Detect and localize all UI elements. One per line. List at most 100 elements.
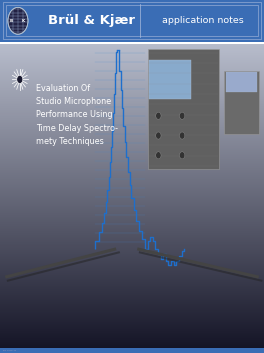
Bar bbox=[0, 210, 264, 211]
Bar bbox=[0, 335, 264, 337]
Bar bbox=[0, 291, 264, 292]
Bar bbox=[0, 95, 264, 96]
Bar bbox=[0, 170, 264, 171]
Bar bbox=[0, 334, 264, 335]
Bar bbox=[0, 312, 264, 313]
Bar bbox=[0, 346, 264, 347]
Bar bbox=[0, 72, 264, 73]
Bar bbox=[224, 71, 259, 134]
Bar bbox=[0, 196, 264, 198]
Bar bbox=[0, 293, 264, 294]
Bar bbox=[0, 238, 264, 239]
Bar bbox=[0, 146, 264, 148]
Bar bbox=[0, 208, 264, 209]
Bar bbox=[0, 175, 264, 176]
Bar bbox=[0, 318, 264, 319]
Bar bbox=[0, 296, 264, 297]
Bar bbox=[0, 122, 264, 124]
Bar bbox=[0, 267, 264, 268]
Bar bbox=[0, 71, 264, 72]
Bar bbox=[0, 188, 264, 190]
Bar bbox=[0, 86, 264, 87]
Bar bbox=[0, 163, 264, 164]
Bar bbox=[0, 145, 264, 146]
Bar bbox=[0, 164, 264, 165]
Bar bbox=[0, 317, 264, 319]
Bar bbox=[0, 337, 264, 339]
Bar bbox=[0, 65, 264, 67]
Bar bbox=[0, 214, 264, 215]
Bar bbox=[0, 179, 264, 180]
Bar bbox=[0, 169, 264, 170]
Bar bbox=[0, 310, 264, 311]
Bar bbox=[0, 138, 264, 139]
Bar bbox=[0, 117, 264, 119]
Bar bbox=[0, 321, 264, 323]
Bar bbox=[0, 45, 264, 47]
Bar bbox=[0, 315, 264, 317]
Bar bbox=[0, 120, 264, 122]
Bar bbox=[0, 316, 264, 318]
Bar bbox=[0, 87, 264, 88]
Bar bbox=[0, 339, 264, 340]
Bar bbox=[0, 104, 264, 105]
Bar bbox=[0, 123, 264, 125]
Bar bbox=[0, 166, 264, 167]
Bar bbox=[0, 261, 264, 262]
Bar bbox=[0, 82, 264, 83]
Bar bbox=[0, 60, 264, 62]
Bar bbox=[0, 284, 264, 285]
Bar bbox=[0, 116, 264, 118]
Bar bbox=[0, 91, 264, 92]
Bar bbox=[0, 142, 264, 143]
Bar bbox=[0, 165, 264, 166]
Bar bbox=[0, 80, 264, 82]
Bar bbox=[0, 196, 264, 197]
Bar bbox=[0, 121, 264, 122]
Bar bbox=[0, 47, 264, 48]
Bar bbox=[0, 229, 264, 230]
Bar bbox=[0, 183, 264, 185]
Bar bbox=[0, 76, 264, 77]
Bar bbox=[0, 219, 264, 220]
Bar bbox=[0, 306, 264, 307]
Bar bbox=[0, 345, 264, 346]
Bar bbox=[0, 269, 264, 270]
Bar bbox=[0, 331, 264, 333]
Bar bbox=[0, 92, 264, 93]
Bar bbox=[0, 276, 264, 277]
Text: application notes: application notes bbox=[162, 16, 244, 25]
Bar bbox=[0, 305, 264, 306]
Bar bbox=[0, 130, 264, 131]
Bar bbox=[0, 228, 264, 229]
Bar bbox=[0, 102, 264, 103]
Bar bbox=[0, 54, 264, 56]
Bar bbox=[0, 148, 264, 149]
Bar bbox=[0, 138, 264, 140]
Bar bbox=[0, 49, 264, 50]
Bar bbox=[0, 83, 264, 84]
Bar bbox=[0, 279, 264, 280]
Bar bbox=[0, 199, 264, 201]
Bar bbox=[0, 270, 264, 272]
Bar bbox=[0, 78, 264, 79]
Bar bbox=[0, 289, 264, 290]
Bar bbox=[0, 309, 264, 311]
Bar bbox=[149, 60, 191, 99]
Bar bbox=[0, 187, 264, 189]
Bar bbox=[0, 72, 264, 74]
Bar bbox=[0, 160, 264, 161]
Bar bbox=[0, 271, 264, 273]
Bar bbox=[0, 178, 264, 179]
Bar bbox=[0, 108, 264, 109]
Bar bbox=[0, 287, 264, 288]
Bar bbox=[0, 140, 264, 142]
Bar bbox=[0, 192, 264, 194]
Bar bbox=[0, 149, 264, 150]
Bar bbox=[0, 290, 264, 291]
Bar bbox=[0, 202, 264, 203]
Bar bbox=[0, 126, 264, 128]
Bar bbox=[0, 167, 264, 168]
Bar bbox=[148, 49, 219, 169]
Bar bbox=[0, 128, 264, 130]
